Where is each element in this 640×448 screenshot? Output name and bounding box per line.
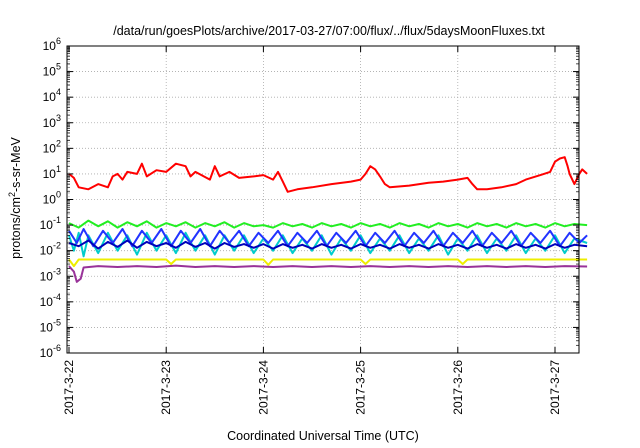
y-tick-label: 10-4	[40, 292, 61, 309]
y-tick-label-exponent: -2	[53, 241, 61, 251]
y-tick-label-exponent: -6	[53, 343, 61, 353]
axis-ticks: 10-610-510-410-310-210-11001011021031041…	[40, 36, 579, 415]
y-tick-label-base: 10	[40, 244, 54, 258]
y-tick-label-exponent: 0	[56, 190, 61, 200]
y-tick-label-exponent: 2	[56, 138, 61, 148]
y-tick-label: 10-3	[40, 266, 61, 283]
y-tick-label-exponent: 4	[56, 87, 61, 97]
y-axis-title-superscript: 2	[7, 192, 17, 197]
series-line-1	[68, 156, 588, 193]
y-tick-label-base: 10	[40, 295, 54, 309]
y-tick-label-exponent: -1	[53, 215, 61, 225]
series-line-5	[68, 239, 588, 250]
y-tick-label-exponent: 1	[56, 164, 61, 174]
series-line-4	[68, 228, 588, 248]
y-tick-label-exponent: -5	[53, 317, 61, 327]
series-line-3	[68, 231, 588, 258]
y-tick-label-base: 10	[43, 65, 57, 79]
y-tick-label-exponent: 6	[56, 36, 61, 46]
y-tick-label: 10-5	[40, 317, 61, 334]
x-tick-label: 2017-3-24	[256, 360, 270, 415]
series-lines	[68, 156, 588, 283]
y-axis-title-prefix: protons/cm	[9, 197, 23, 259]
y-tick-label-base: 10	[40, 320, 54, 334]
series-line-7	[68, 264, 588, 283]
x-tick-label: 2017-3-23	[159, 360, 173, 415]
y-tick-label-exponent: -3	[53, 266, 61, 276]
y-tick-label-base: 10	[40, 269, 54, 283]
grid-lines	[67, 46, 579, 353]
y-tick-label-base: 10	[43, 193, 57, 207]
x-tick-label: 2017-3-22	[62, 360, 76, 415]
y-tick-label-exponent: 3	[56, 113, 61, 123]
x-tick-label: 2017-3-25	[354, 360, 368, 415]
y-tick-label: 103	[43, 113, 61, 130]
y-tick-label-base: 10	[40, 218, 54, 232]
series-line-6	[68, 258, 588, 268]
series-line-2	[68, 219, 588, 229]
y-tick-label-base: 10	[43, 141, 57, 155]
y-tick-label: 106	[43, 36, 61, 53]
y-axis-title: protons/cm2-s-sr-MeV	[7, 136, 23, 258]
y-tick-label: 101	[43, 164, 61, 181]
x-tick-label: 2017-3-27	[548, 360, 562, 415]
y-tick-label-exponent: 5	[56, 62, 61, 72]
y-tick-label-base: 10	[43, 116, 57, 130]
y-tick-label-base: 10	[40, 346, 54, 360]
y-tick-label: 100	[43, 190, 61, 207]
x-axis-title: Coordinated Universal Time (UTC)	[227, 429, 419, 443]
y-tick-label: 104	[43, 87, 61, 104]
y-tick-label: 105	[43, 62, 61, 79]
y-axis-title-suffix: -s-sr-MeV	[9, 136, 23, 192]
y-tick-label-base: 10	[43, 167, 57, 181]
y-tick-label-exponent: -4	[53, 292, 61, 302]
x-tick-label: 2017-3-26	[451, 360, 465, 415]
y-tick-label: 102	[43, 138, 61, 155]
y-tick-label-base: 10	[43, 90, 57, 104]
y-tick-label: 10-1	[40, 215, 61, 232]
y-tick-label-base: 10	[43, 39, 57, 53]
chart-title: /data/run/goesPlots/archive/2017-03-27/0…	[113, 24, 545, 38]
y-tick-label: 10-6	[40, 343, 61, 360]
y-tick-label: 10-2	[40, 241, 61, 258]
